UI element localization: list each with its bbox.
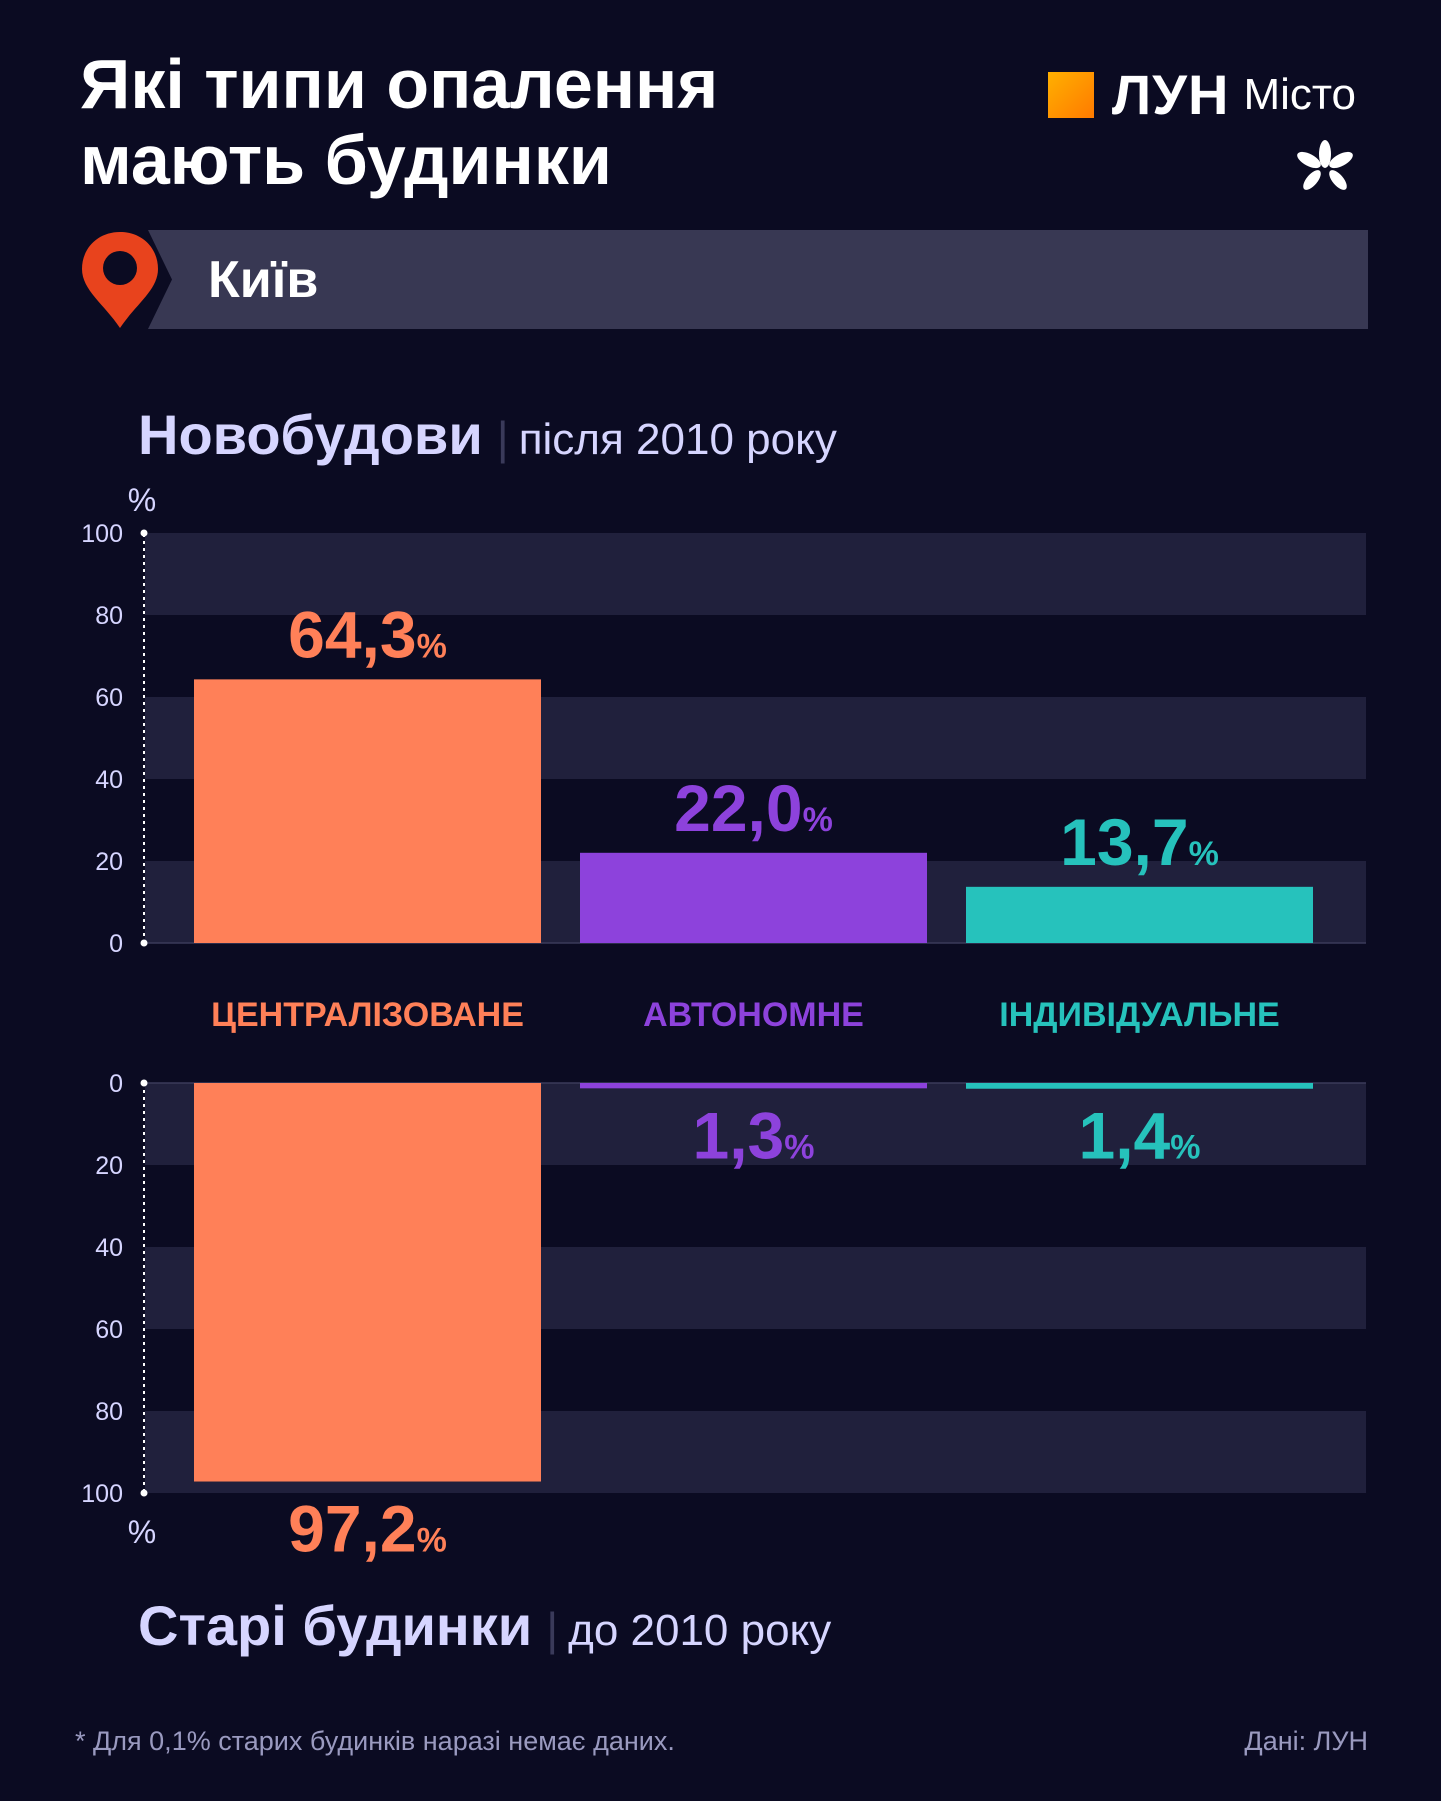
value-label: 22,0% [674, 771, 833, 845]
panel-1-title: Новобудови [138, 403, 483, 466]
value-label: 1,3% [693, 1098, 815, 1172]
category-label: ЦЕНТРАЛІЗОВАНЕ [211, 996, 524, 1034]
category-label: ІНДИВІДУАЛЬНЕ [999, 996, 1279, 1034]
value-label: 64,3% [288, 597, 447, 671]
value-label: 13,7% [1060, 805, 1219, 879]
footnote: * Для 0,1% старих будинків наразі немає … [75, 1726, 675, 1756]
axis-dot [140, 939, 148, 947]
logo-brand: ЛУН [1111, 63, 1230, 126]
bar-old-1 [194, 1083, 541, 1482]
bar-old-2 [580, 1083, 927, 1089]
title-line-1: Які типи опалення [80, 45, 719, 123]
y-tick-label: 0 [109, 1070, 123, 1098]
axis-dot [140, 529, 148, 537]
heading-separator: | [496, 412, 509, 464]
y-tick-label: 100 [81, 1480, 123, 1508]
bar-old-3 [966, 1083, 1313, 1089]
panel-1-subtitle: після 2010 року [518, 415, 837, 464]
y-tick-label: 100 [81, 520, 123, 548]
heading-separator: | [546, 1603, 559, 1655]
y-tick-label: 80 [95, 602, 123, 630]
new-buildings-heading: Новобудови | після 2010 року [138, 402, 837, 467]
location-pin-icon [82, 232, 158, 328]
city-bar [148, 230, 1368, 329]
title-line-2: мають будинки [80, 121, 612, 199]
bar-new-2 [580, 852, 927, 943]
y-tick-label: 80 [95, 1398, 123, 1426]
value-label: 1,4% [1079, 1099, 1201, 1173]
y-tick-label: 20 [95, 848, 123, 876]
panel-2-title: Старі будинки [138, 1594, 533, 1657]
city-name: Київ [208, 251, 319, 309]
y-tick-label: 60 [95, 1316, 123, 1344]
chestnut-leaf-icon [1297, 140, 1353, 190]
axis-dot [140, 1489, 148, 1497]
panel-2-subtitle: до 2010 року [568, 1606, 832, 1655]
axis-dot [140, 1079, 148, 1087]
page-title: Які типи опалення мають будинки [80, 46, 840, 198]
bar-new-1 [194, 679, 541, 943]
y-tick-label: 20 [95, 1152, 123, 1180]
logo-sub: Місто [1243, 69, 1356, 119]
y-tick-label: 0 [109, 930, 123, 958]
y-unit-label: % [128, 482, 156, 518]
logo-square-icon [1047, 71, 1094, 118]
y-tick-label: 60 [95, 684, 123, 712]
bar-new-3 [966, 886, 1313, 943]
category-label: АВТОНОМНЕ [643, 996, 864, 1034]
grid-band [145, 533, 1366, 615]
old-buildings-heading: Старі будинки | до 2010 року [138, 1593, 831, 1658]
source-note: Дані: ЛУН [1244, 1726, 1368, 1756]
value-label: 97,2% [288, 1492, 447, 1566]
y-tick-label: 40 [95, 1234, 123, 1262]
y-tick-label: 40 [95, 766, 123, 794]
brand-logo: ЛУН Місто [1047, 62, 1356, 127]
y-unit-label: % [128, 1514, 156, 1550]
